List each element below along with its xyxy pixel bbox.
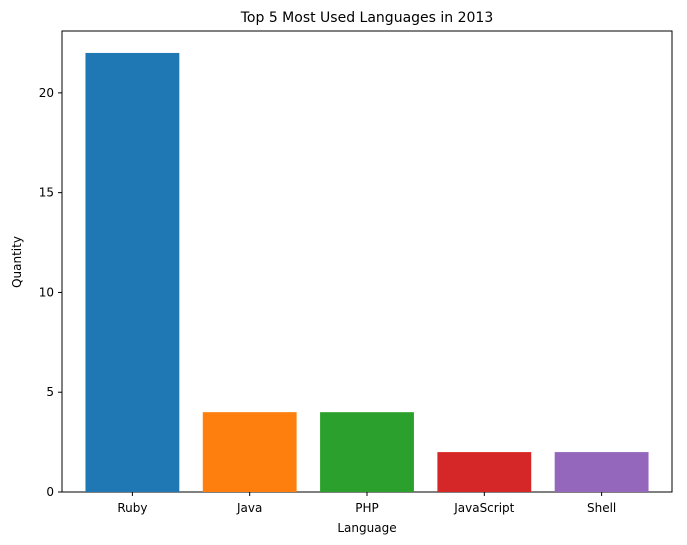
y-tick-label: 0	[46, 485, 54, 499]
bar-ruby	[85, 52, 180, 492]
x-axis-ticks: Ruby Java PHP JavaScript Shell	[117, 492, 616, 515]
x-tick-label: Shell	[587, 501, 616, 515]
x-tick-label: Java	[236, 501, 262, 515]
bar-php	[320, 412, 414, 492]
chart-title: Top 5 Most Used Languages in 2013	[240, 10, 493, 26]
plot-area: Ruby Java PHP JavaScript Shell 0 5 10 15 20	[39, 30, 673, 515]
bar-javascript	[437, 452, 532, 492]
bar-shell	[554, 452, 649, 492]
y-tick-label: 20	[39, 86, 54, 100]
y-tick-label: 10	[39, 285, 54, 299]
y-tick-label: 15	[39, 186, 54, 200]
x-tick-label: PHP	[355, 501, 379, 515]
y-axis-label: Quantity	[10, 236, 24, 288]
x-tick-label: JavaScript	[453, 501, 514, 515]
x-axis-label: Language	[337, 521, 396, 535]
y-axis-ticks: 0 5 10 15 20	[39, 86, 62, 499]
y-tick-label: 5	[46, 385, 54, 399]
x-tick-label: Ruby	[117, 501, 147, 515]
bar-java	[202, 412, 297, 492]
bars	[85, 52, 649, 492]
